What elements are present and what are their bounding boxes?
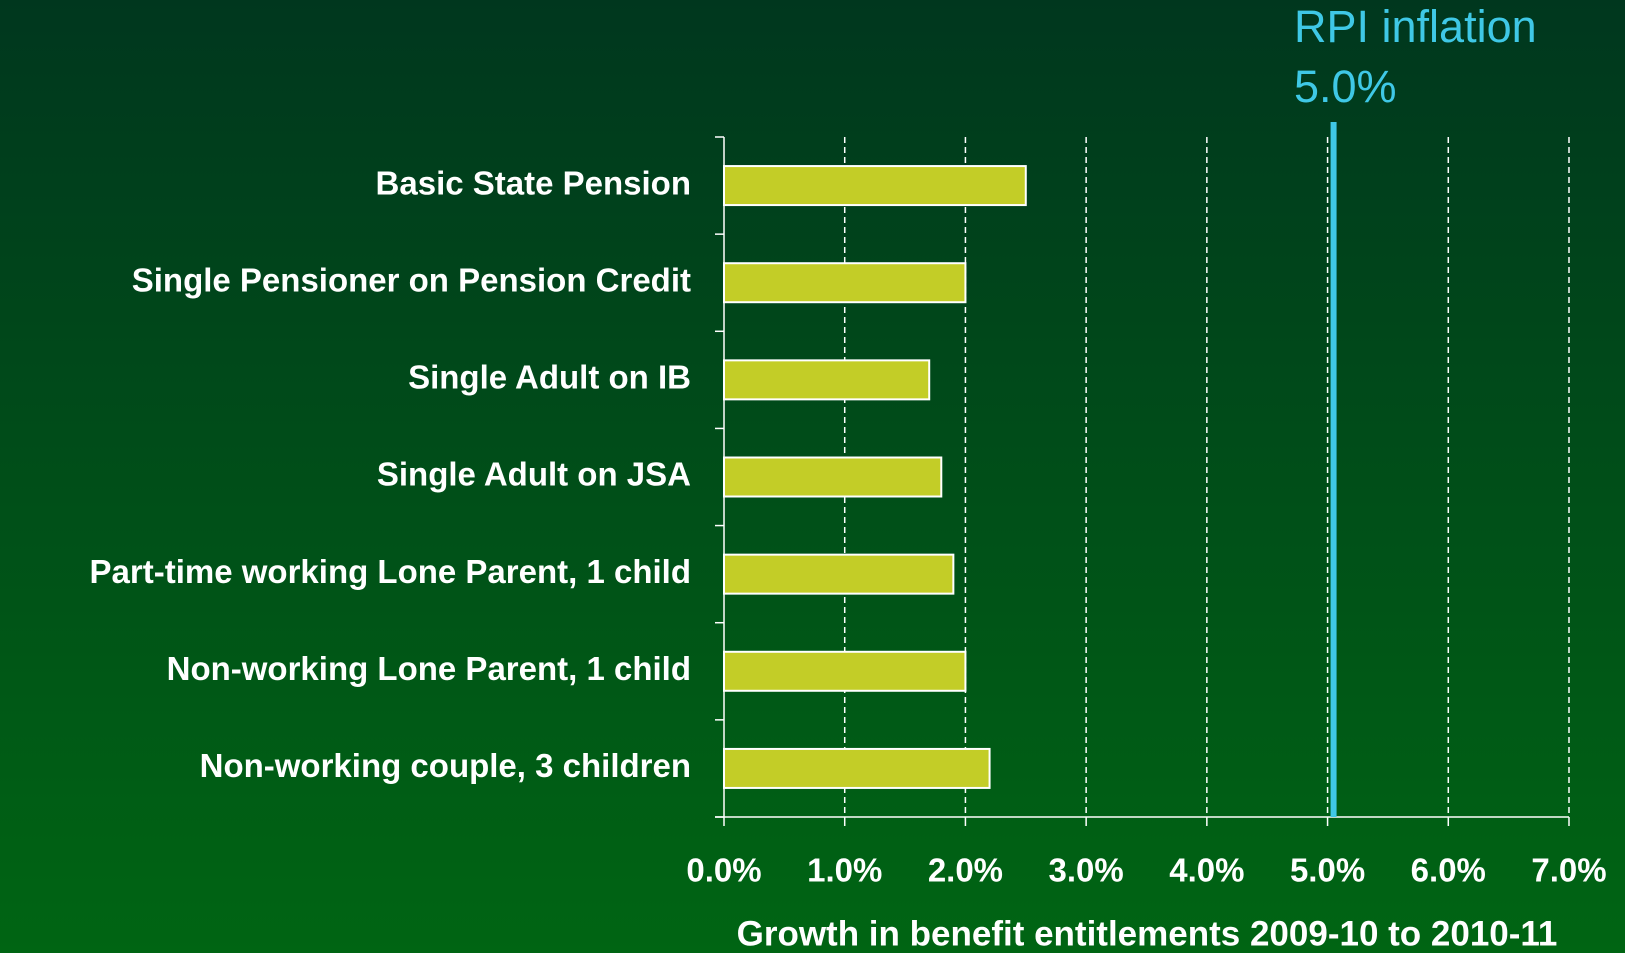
category-label: Non-working Lone Parent, 1 child: [167, 650, 691, 687]
x-tick-label: 6.0%: [1411, 852, 1486, 889]
bar: [723, 650, 967, 692]
bar: [723, 359, 931, 401]
reference-name: RPI inflation: [1294, 1, 1537, 52]
bar: [723, 747, 991, 789]
x-tick-label: 1.0%: [807, 852, 882, 889]
category-label: Single Pensioner on Pension Credit: [132, 261, 691, 298]
category-label: Single Adult on IB: [408, 359, 691, 396]
category-label: Single Adult on JSA: [377, 456, 691, 493]
x-tick-label: 2.0%: [928, 852, 1003, 889]
category-label: Part-time working Lone Parent, 1 child: [90, 553, 691, 590]
x-tick-label: 0.0%: [686, 852, 761, 889]
bar: [723, 553, 955, 595]
x-tick-label: 7.0%: [1531, 852, 1606, 889]
x-axis-title: Growth in benefit entitlements 2009-10 t…: [737, 914, 1558, 953]
x-tick-label: 4.0%: [1169, 852, 1244, 889]
reference-label: 5.0%: [1294, 61, 1397, 112]
x-tick-label: 3.0%: [1049, 852, 1124, 889]
category-label: Non-working couple, 3 children: [200, 747, 691, 784]
x-tick-label: 5.0%: [1290, 852, 1365, 889]
bar: [723, 456, 943, 498]
category-label: Basic State Pension: [376, 164, 691, 201]
bar: [723, 262, 967, 304]
bar: [723, 165, 1027, 207]
